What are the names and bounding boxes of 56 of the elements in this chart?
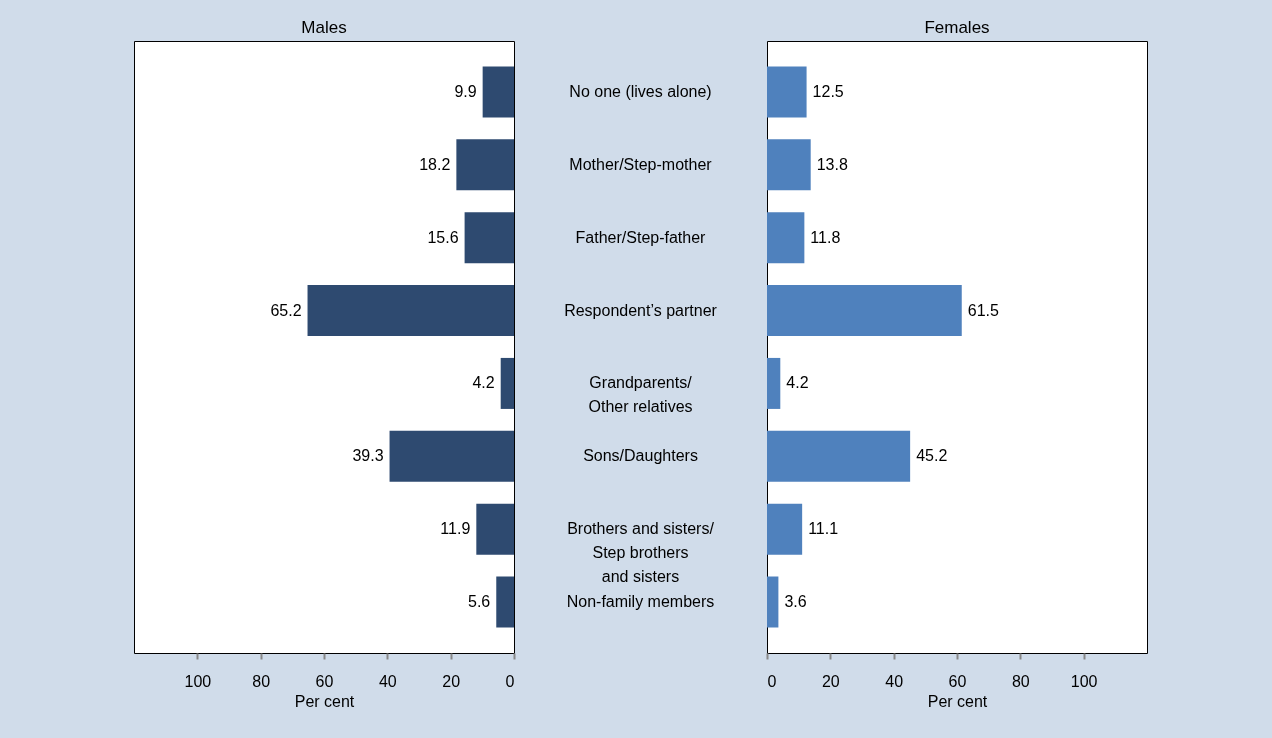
bar [496,576,514,628]
y-tick-label: No one (lives alone) [569,83,712,100]
data-label: 11.9 [440,520,471,538]
x-tick-label: 20 [821,672,840,690]
y-tick-label: Sons/Daughters [583,447,698,465]
x-axis-title: Per cent [294,692,355,710]
x-axis-title: Per cent [927,692,988,710]
data-label: 4.2 [472,374,495,392]
chart-title: Males [301,18,347,37]
bar [767,66,807,118]
data-label: 4.2 [786,374,809,392]
bar [767,285,962,337]
data-label: 12.5 [812,83,844,100]
chart-title: Females [924,18,990,37]
x-tick-label: 60 [315,672,334,690]
y-tick-label: Respondent’s partner [564,301,718,319]
x-tick-label: 60 [948,672,967,690]
y-tick-label: Mother/Step-mother [569,155,713,173]
bar [767,357,781,409]
bar [456,139,514,191]
x-tick-label: 0 [767,672,777,690]
bar [307,285,514,337]
data-label: 45.2 [916,447,948,465]
x-tick-label: 40 [378,672,397,690]
data-label: 5.6 [468,593,491,610]
x-tick-label: 40 [885,672,904,690]
bar [767,576,779,628]
y-tick-label: Non-family members [566,593,715,610]
x-tick-label: 80 [1011,672,1030,690]
bar [767,503,803,555]
y-tick-label: Brothers and sisters/ Step brothers and sisters [567,520,715,586]
data-label: 11.1 [808,520,839,538]
x-tick-label: 0 [505,672,515,690]
y-tick-label: Grandparents/ Other relatives [588,374,693,416]
data-label: 61.5 [967,301,999,319]
x-tick-label: 100 [1070,672,1098,690]
data-label: 65.2 [270,301,302,319]
y-tick-label: Father/Step-father [575,228,707,246]
data-label: 3.6 [784,593,807,610]
bar [389,430,514,482]
data-label: 11.8 [810,228,841,246]
bar [476,503,514,555]
data-label: 15.6 [427,228,459,246]
data-label: 18.2 [419,155,451,173]
bar [767,212,805,264]
bar [464,212,514,264]
x-tick-label: 80 [252,672,271,690]
x-tick-label: 20 [442,672,461,690]
data-label: 13.8 [816,155,848,173]
bar [500,357,514,409]
data-label: 39.3 [352,447,384,465]
bar [482,66,514,118]
bar [767,139,811,191]
x-tick-label: 100 [184,672,212,690]
bar [767,430,911,482]
data-label: 9.9 [454,83,477,100]
